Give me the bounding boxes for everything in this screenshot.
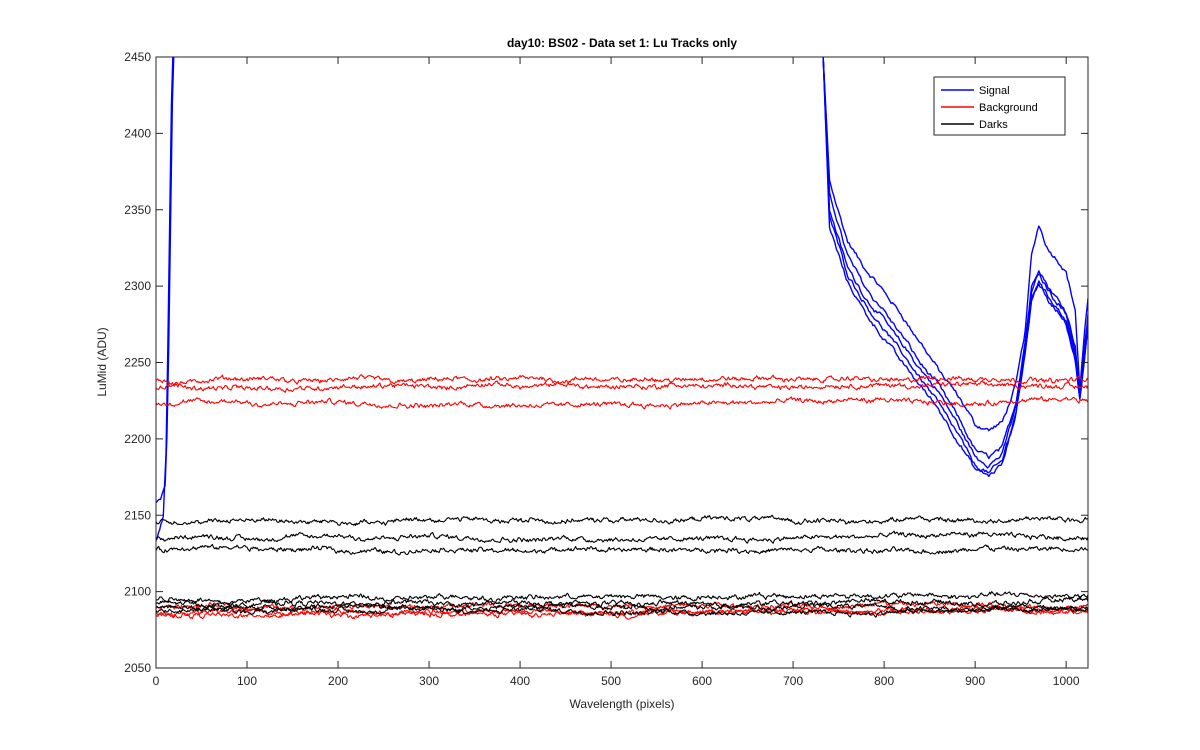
chart-title: day10: BS02 - Data set 1: Lu Tracks only xyxy=(507,36,737,50)
y-tick-label: 2400 xyxy=(124,126,151,140)
y-tick-label: 2350 xyxy=(124,203,151,217)
legend: Signal Background Darks xyxy=(933,76,1066,136)
x-tick-label: 1000 xyxy=(1053,674,1080,688)
y-axis-title: LuMid (ADU) xyxy=(95,327,109,396)
series-line-background-6 xyxy=(156,604,1088,620)
x-tick-label: 600 xyxy=(692,674,712,688)
x-tick-label: 700 xyxy=(783,674,803,688)
series-line-signal-4 xyxy=(822,57,1088,460)
legend-label-signal: Signal xyxy=(979,85,1010,97)
x-tick-label: 800 xyxy=(874,674,894,688)
series-line-signal-2 xyxy=(156,57,174,541)
series-line-darks-5 xyxy=(156,596,1088,610)
series-layer xyxy=(156,57,1088,620)
legend-label-darks: Darks xyxy=(979,119,1008,131)
y-tick-label: 2300 xyxy=(124,279,151,293)
legend-box xyxy=(933,76,1066,136)
legend-label-background: Background xyxy=(979,102,1038,114)
series-line-background-1 xyxy=(156,374,1088,386)
y-tick-label: 2450 xyxy=(124,50,151,64)
x-tick-label: 100 xyxy=(237,674,257,688)
ticks-layer: 0 100 200 300 400 500 600 700 800 900 1000 2050 2100… xyxy=(124,50,1088,688)
x-tick-label: 0 xyxy=(153,674,160,688)
series-line-darks-1 xyxy=(156,514,1088,526)
x-tick-label: 900 xyxy=(965,674,985,688)
series-line-signal-7 xyxy=(822,57,1088,478)
plot-area xyxy=(156,57,1088,668)
series-line-signal-3 xyxy=(822,57,1088,432)
series-line-background-2 xyxy=(156,380,1088,393)
y-tick-label: 2150 xyxy=(124,508,151,522)
series-line-darks-7 xyxy=(156,604,1088,618)
series-line-darks-4 xyxy=(156,591,1088,606)
x-axis-title: Wavelength (pixels) xyxy=(570,697,675,711)
y-tick-label: 2050 xyxy=(124,661,151,675)
x-tick-label: 500 xyxy=(601,674,621,688)
x-tick-label: 400 xyxy=(510,674,530,688)
series-line-signal-5 xyxy=(822,57,1088,469)
series-line-signal-6 xyxy=(822,57,1088,474)
series-line-darks-6 xyxy=(156,602,1088,613)
x-tick-label: 200 xyxy=(328,674,348,688)
y-tick-label: 2100 xyxy=(124,585,151,599)
series-line-darks-3 xyxy=(156,543,1088,556)
x-tick-label: 300 xyxy=(419,674,439,688)
y-tick-label: 2200 xyxy=(124,432,151,446)
y-tick-label: 2250 xyxy=(124,356,151,370)
series-line-background-3 xyxy=(156,396,1088,410)
series-line-darks-2 xyxy=(156,530,1088,544)
